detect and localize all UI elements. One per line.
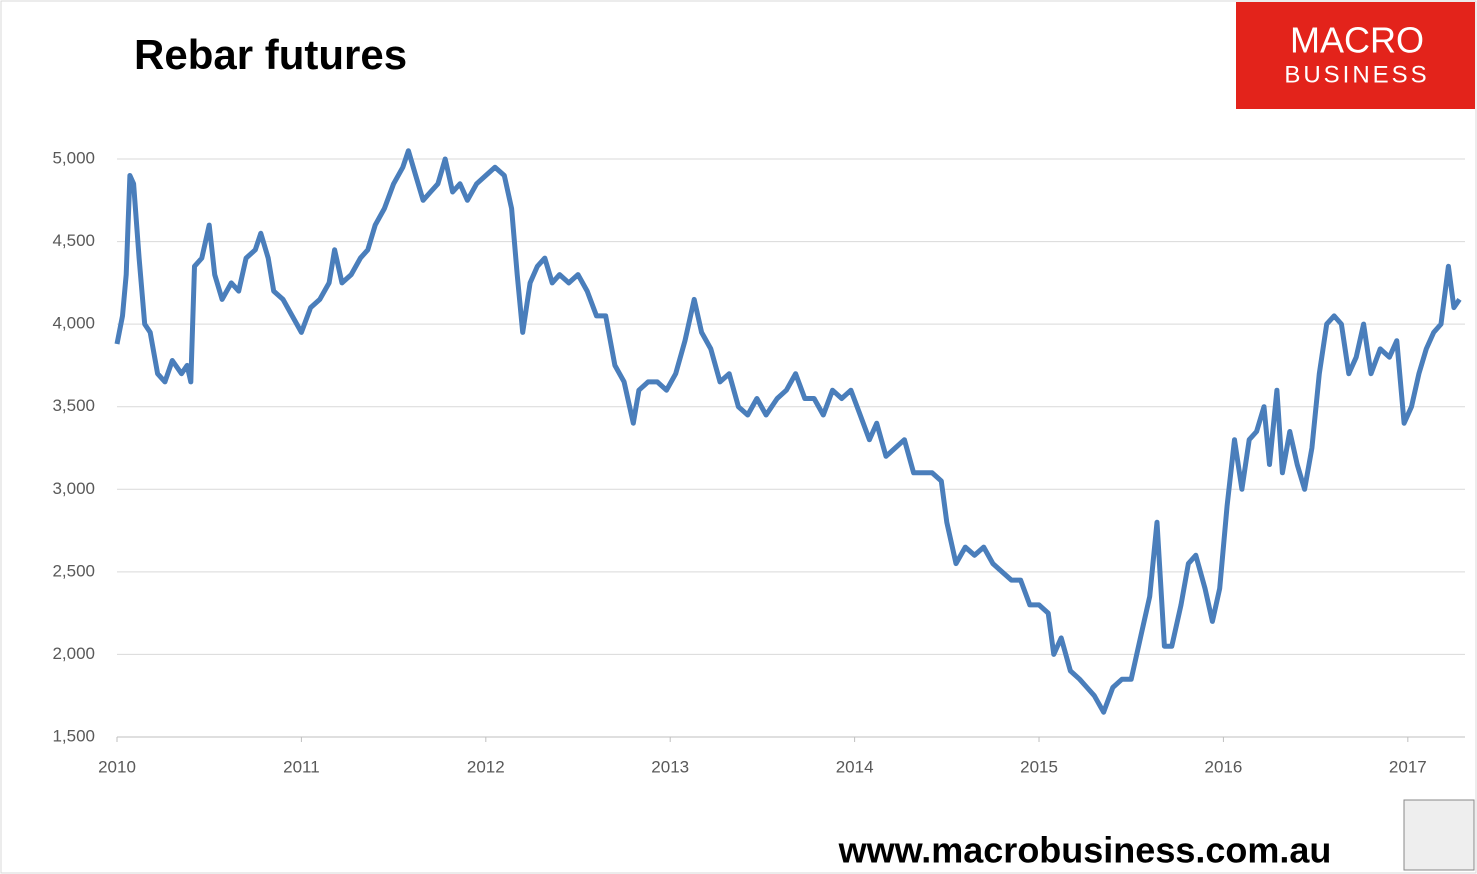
x-tick-label: 2011 <box>283 757 320 776</box>
chart-title: Rebar futures <box>134 31 407 78</box>
logo-text: BUSINESS <box>1284 61 1429 88</box>
y-tick-label: 3,500 <box>52 396 95 415</box>
data-line <box>114 148 1462 715</box>
x-tick-label: 2017 <box>1389 757 1427 776</box>
y-tick-label: 1,500 <box>52 726 95 745</box>
y-tick-label: 3,000 <box>52 479 95 498</box>
logo-box <box>1236 2 1475 109</box>
footer-url: www.macrobusiness.com.au <box>838 830 1332 871</box>
x-tick-label: 2010 <box>98 757 136 776</box>
logo-text: MACRO <box>1290 20 1424 61</box>
y-tick-label: 5,000 <box>52 148 95 167</box>
logo-icon <box>1403 799 1475 871</box>
y-tick-label: 2,000 <box>52 644 95 663</box>
x-tick-label: 2016 <box>1205 757 1243 776</box>
x-tick-label: 2015 <box>1020 757 1058 776</box>
x-tick-label: 2012 <box>467 757 505 776</box>
x-tick-label: 2014 <box>836 757 874 776</box>
x-tick-label: 2013 <box>651 757 689 776</box>
y-tick-label: 4,000 <box>52 314 95 333</box>
y-tick-label: 2,500 <box>52 561 95 580</box>
y-tick-label: 4,500 <box>52 231 95 250</box>
